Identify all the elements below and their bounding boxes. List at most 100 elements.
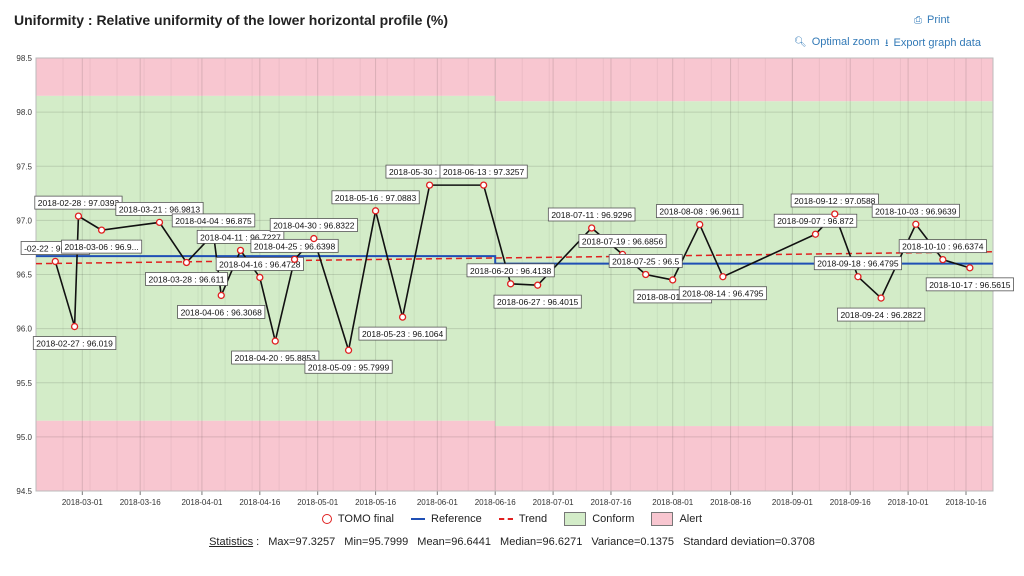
- x-tick-label: 2018-08-01: [652, 498, 693, 507]
- x-tick-label: 2018-04-16: [239, 498, 280, 507]
- data-point: [719, 273, 727, 281]
- data-label: 2018-06-13 : 97.3257: [439, 164, 528, 179]
- data-point: [534, 281, 542, 289]
- data-point: [669, 276, 677, 284]
- data-label-text: 2018-06-27 : 96.4015: [497, 297, 579, 307]
- download-icon: ⭳: [885, 38, 889, 49]
- data-label-box: [837, 307, 926, 322]
- data-label-box: [439, 164, 528, 179]
- optimal-zoom-button[interactable]: 🔍︎ Optimal zoom: [794, 36, 880, 48]
- x-tick-label: 2018-07-01: [533, 498, 574, 507]
- data-label-text: 2018-07-11 : 96.9296: [551, 210, 632, 220]
- stat-mean: Mean=96.6441: [417, 536, 491, 548]
- stat-max: Max=97.3257: [268, 536, 336, 548]
- data-label: 2018-06-27 : 96.4015: [493, 294, 582, 309]
- data-point: [155, 218, 164, 227]
- data-label: 2018-07-11 : 96.9296: [547, 207, 636, 222]
- data-label-text: 2018-03-21 : 96.9813: [119, 204, 201, 214]
- data-label-box: [925, 277, 1014, 292]
- data-label-text: 2018-04-06 : 96.3068: [181, 307, 263, 317]
- data-label-box: [773, 213, 858, 228]
- data-point: [966, 264, 974, 272]
- data-point: [97, 226, 106, 234]
- statistics-bar: Statistics : Max=97.3257 Min=95.7999 Mea…: [209, 536, 815, 548]
- data-label-text: 2018-10-17 : 96.5615: [929, 280, 1011, 290]
- data-point: [506, 280, 515, 288]
- x-tick-label: 2018-06-16: [475, 498, 516, 507]
- alert-band-high: [36, 58, 496, 96]
- data-label-text: 2018-05-09 : 95.7999: [308, 362, 390, 372]
- data-label-text: 2018-03-06 : 96.9...: [64, 242, 138, 252]
- legend-item-trend[interactable]: Trend: [498, 513, 547, 525]
- alert-band-high: [495, 58, 993, 102]
- data-point: [696, 220, 704, 229]
- data-point: [310, 234, 318, 243]
- data-label-text: 2018-02-28 : 97.0392: [38, 198, 120, 208]
- circle-marker-icon: [321, 514, 332, 525]
- data-label-text: 2018-02-27 : 96.019: [36, 339, 113, 349]
- data-label-box: [250, 238, 339, 253]
- optimal-zoom-label: Optimal zoom: [811, 36, 880, 48]
- data-point: [479, 181, 488, 189]
- data-label-text: 2018-05-16 : 97.0883: [335, 193, 417, 203]
- data-label-text: 2018-04-11 : 96.7227: [200, 232, 281, 242]
- data-point: [939, 255, 947, 264]
- x-tick-label: 2018-06-01: [417, 498, 458, 507]
- data-label-text: 2018-08-01 : 96.45: [637, 292, 709, 302]
- data-point: [398, 313, 407, 321]
- data-point: [811, 230, 820, 238]
- data-label-text: 2018-07-25 : 96.5: [612, 257, 679, 267]
- data-label-box: [358, 326, 447, 341]
- solid-line-icon: [411, 518, 425, 521]
- data-point: [51, 257, 59, 266]
- data-label-text: 2018-06-20 : 96.4138: [470, 266, 552, 276]
- export-graph-data-button[interactable]: ⭳ Export graph data: [885, 36, 981, 53]
- data-label: 2018-03-21 : 96.9813: [115, 201, 204, 216]
- legend: TOMO final Reference Trend Conform Alert: [0, 512, 1024, 526]
- legend-item-tomo-final[interactable]: TOMO final: [321, 513, 394, 525]
- data-label-text: 2018-09-24 : 96.2822: [840, 310, 922, 320]
- x-tick-label: 2018-03-16: [120, 498, 161, 507]
- legend-item-conform[interactable]: Conform: [564, 512, 634, 526]
- data-label-text: 2018-04-16 : 96.4728: [219, 259, 301, 269]
- data-point: [70, 322, 79, 331]
- y-tick-label: 98.0: [16, 108, 32, 117]
- data-point: [912, 220, 920, 228]
- data-point: [344, 346, 353, 354]
- data-label-box: [678, 286, 767, 301]
- data-label-box: [61, 239, 143, 254]
- data-point: [588, 224, 596, 232]
- print-button[interactable]: ⎙ Print: [914, 14, 950, 26]
- alert-band-low: [36, 420, 496, 491]
- data-label: 2018-04-25 : 96.6398: [250, 238, 339, 253]
- data-label-text: 2018-08-08 : 96.9611: [659, 207, 740, 217]
- data-label-box: [231, 350, 320, 365]
- plot-frame: [35, 57, 994, 492]
- data-point: [642, 270, 650, 279]
- export-label: Export graph data: [893, 37, 981, 49]
- legend-item-reference[interactable]: Reference: [411, 513, 482, 525]
- data-label: 2018-08-14 : 96.4795: [678, 286, 767, 301]
- x-tick-label: 2018-10-16: [946, 498, 987, 507]
- dashed-line-icon: [498, 518, 513, 521]
- data-label-text: 2018-03-28 : 96.611: [149, 274, 225, 284]
- data-label-text: 2018-04-20 : 95.8853: [235, 353, 317, 363]
- data-label-text: 2018-09-12 : 97.0588: [794, 196, 876, 206]
- data-point: [425, 181, 434, 189]
- data-label: 2018-10-03 : 96.9639: [871, 203, 960, 218]
- data-label-box: [269, 218, 358, 232]
- data-label-box: [115, 201, 204, 216]
- green-box-icon: [564, 512, 587, 526]
- data-label-text: 2018-08-14 : 96.4795: [682, 289, 764, 299]
- data-label: 2018-07-25 : 96.5: [608, 254, 683, 268]
- legend-item-alert[interactable]: Alert: [651, 512, 702, 526]
- data-label: 2018-04-04 : 96.875: [171, 213, 256, 228]
- legend-label: Alert: [679, 512, 703, 525]
- data-label-text: 2018-05-30 : 97.3257: [389, 167, 471, 177]
- data-point: [831, 210, 839, 218]
- y-tick-label: 96.5: [16, 271, 32, 280]
- y-tick-label: 96.0: [16, 325, 32, 334]
- data-label-box: [871, 203, 960, 218]
- data-label: 2018-03-06 : 96.9...: [61, 239, 143, 254]
- data-label-box: [304, 359, 393, 374]
